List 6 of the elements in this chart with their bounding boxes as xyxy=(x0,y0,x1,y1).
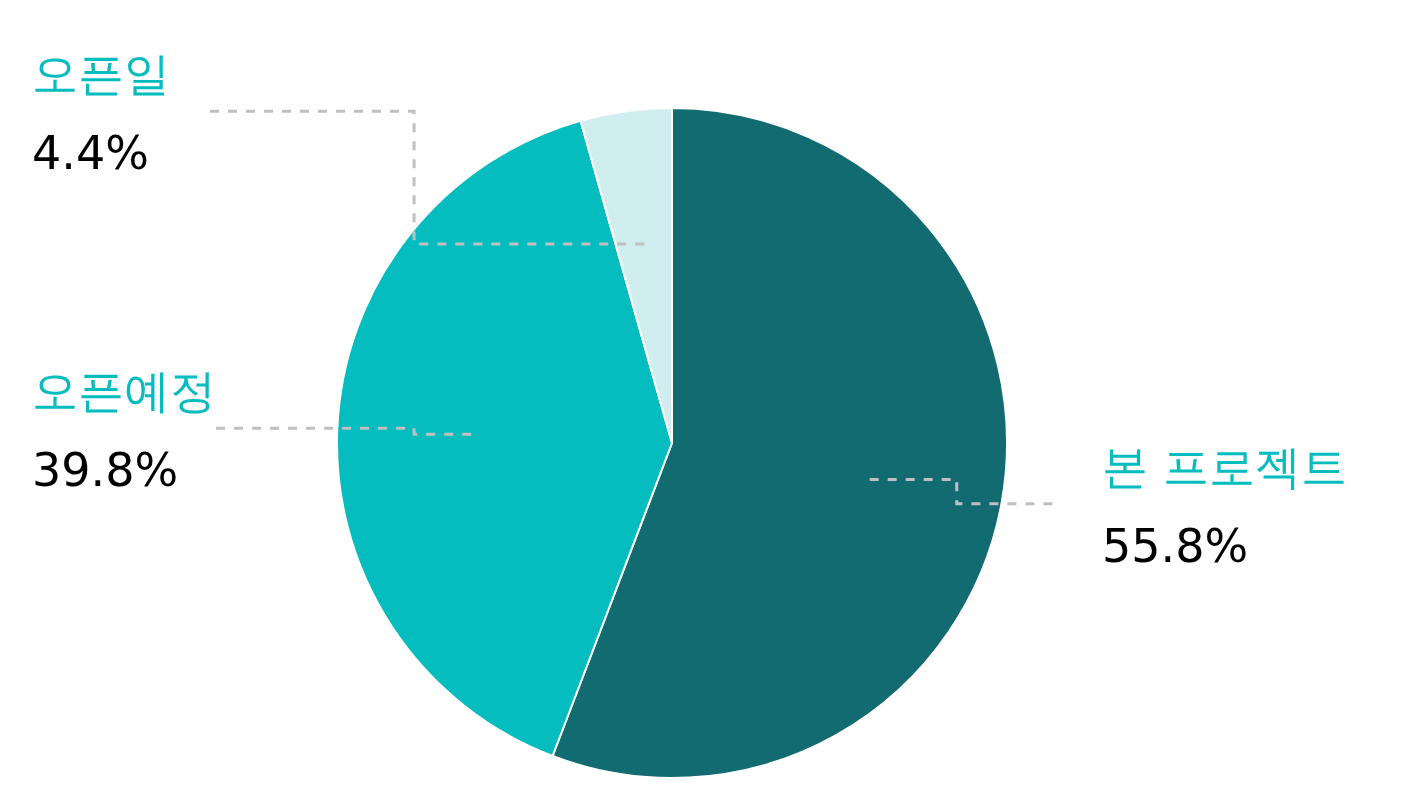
data-label: 39.8% xyxy=(32,443,179,497)
data-label: 4.4% xyxy=(32,126,149,180)
slice-label: 오픈예정 xyxy=(32,364,216,418)
slice-label: 본 프로젝트 xyxy=(1102,440,1347,494)
data-label: 55.8% xyxy=(1102,519,1249,573)
slice-label: 오픈일 xyxy=(32,47,170,101)
